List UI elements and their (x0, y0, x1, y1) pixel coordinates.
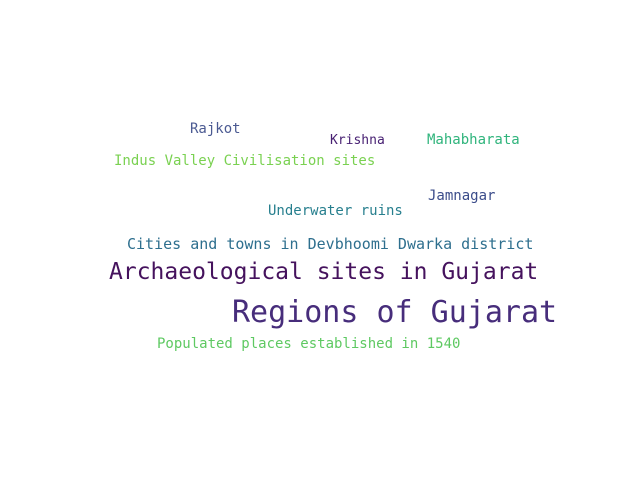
word-regions-of-gujarat: Regions of Gujarat (232, 295, 558, 330)
word-underwater-ruins: Underwater ruins (268, 203, 403, 219)
word-jamnagar: Jamnagar (428, 188, 496, 204)
word-populated-places-established-in-1540: Populated places established in 1540 (157, 336, 461, 352)
word-krishna: Krishna (330, 133, 385, 148)
word-rajkot: Rajkot (190, 121, 241, 137)
word-mahabharata: Mahabharata (427, 132, 520, 148)
word-indus-valley-civilisation-sites: Indus Valley Civilisation sites (114, 153, 376, 169)
word-archaeological-sites-in-gujarat: Archaeological sites in Gujarat (109, 259, 539, 285)
word-cities-and-towns-in-devbhoomi-dwarka-district: Cities and towns in Devbhoomi Dwarka dis… (127, 235, 534, 253)
